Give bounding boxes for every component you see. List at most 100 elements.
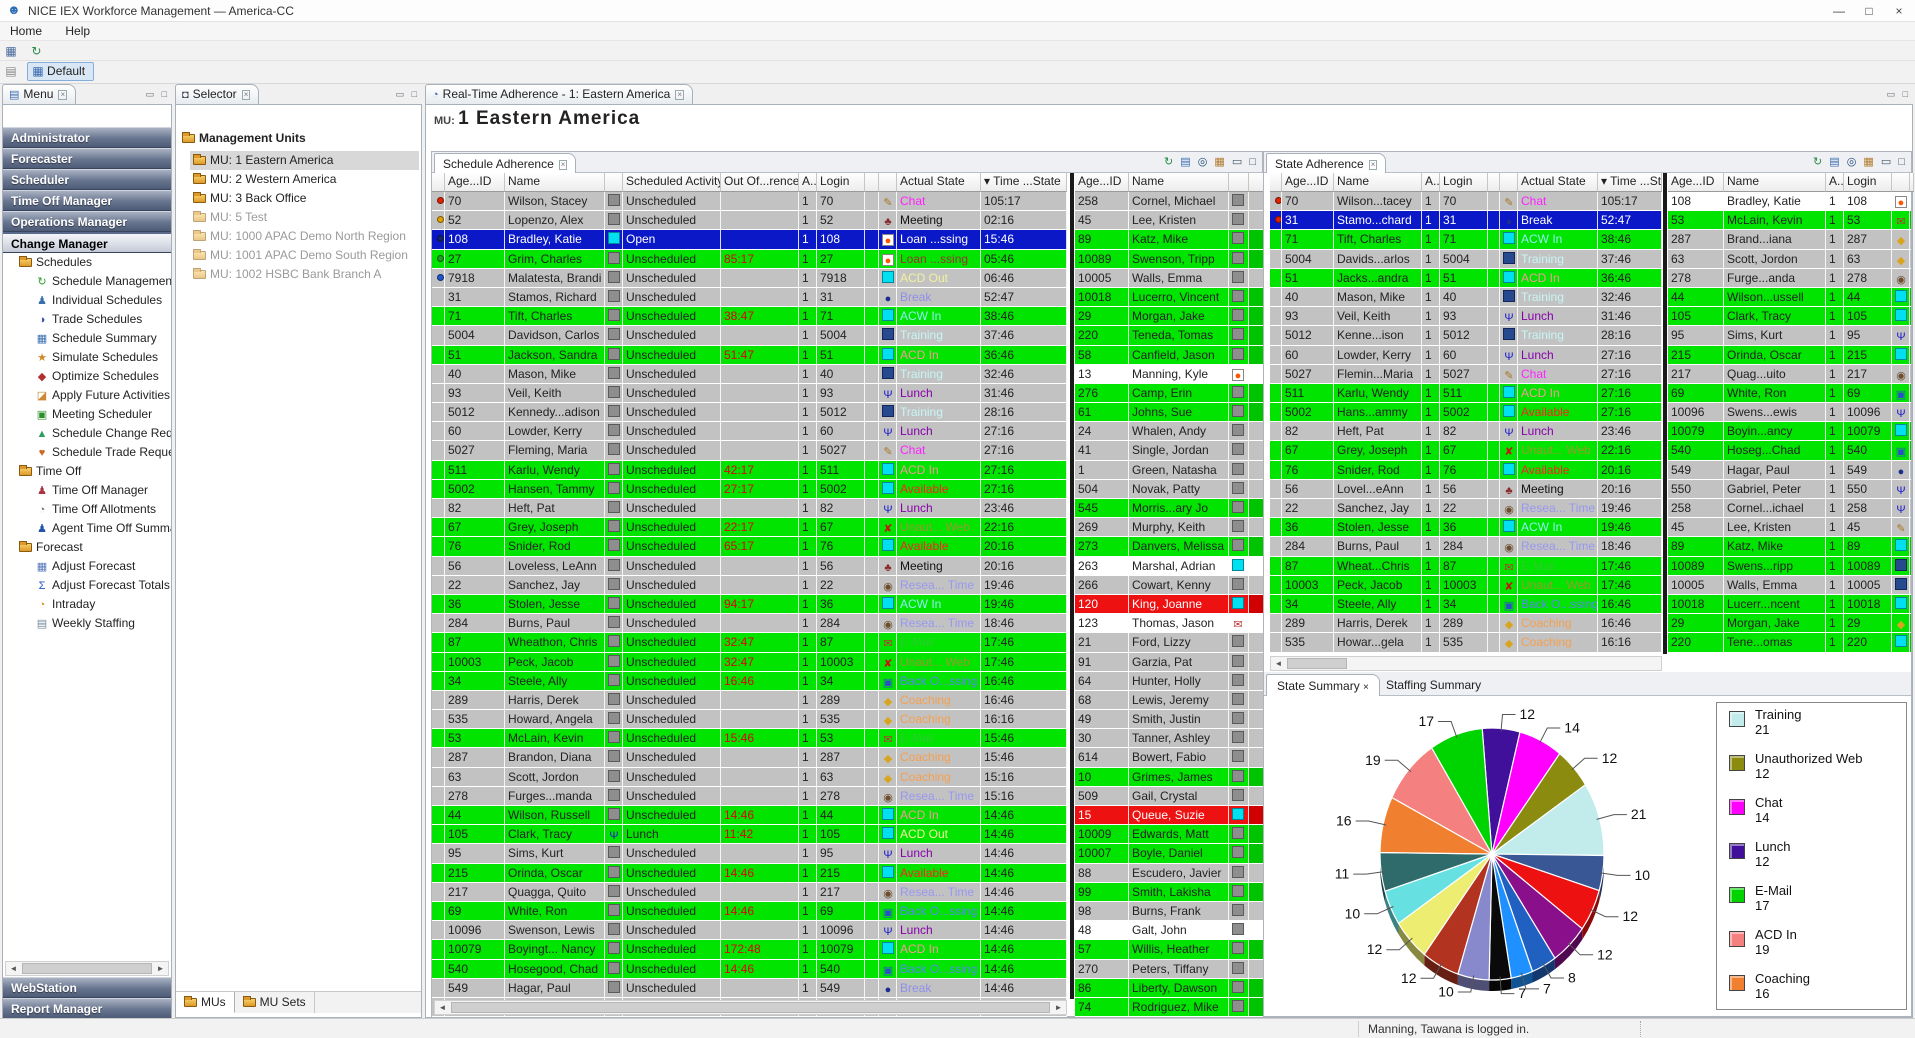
tree-item-intraday[interactable]: ◔ Intraday	[3, 595, 171, 614]
schedule-row[interactable]: 44 Wilson, Russell Unscheduled 14:46 1 44 ACD …	[432, 806, 1067, 826]
schedule-list2-row[interactable]: 61 Johns, Sue	[1075, 403, 1264, 423]
tab-mus[interactable]: MUs	[176, 992, 235, 1013]
scroll-left-icon[interactable]: ◄	[1274, 659, 1283, 668]
tab-state-summary[interactable]: State Summary ×	[1266, 674, 1380, 696]
col-agent-id[interactable]: Age...ID	[1075, 173, 1129, 192]
col-agent-id[interactable]: Age...ID	[1282, 173, 1334, 192]
legend-entry[interactable]: Unauthorized Web 12	[1717, 747, 1906, 791]
col-time-in-state[interactable]: ▾ Time ...State	[981, 173, 1067, 192]
schedule-list2-row[interactable]: 58 Canfield, Jason	[1075, 345, 1264, 365]
state-list2-row[interactable]: 550 Gabriel, Peter 1 550 Ψ	[1668, 479, 1911, 499]
state-row[interactable]: 10003 Peck, Jacob 1 10003 ✘ Unaut... Web 17:46	[1270, 575, 1662, 595]
schedule-adherence-close-icon[interactable]: ×	[558, 160, 568, 170]
tree-item-time-off-allotments[interactable]: ◔ Time Off Allotments	[3, 500, 171, 519]
col-name[interactable]: Name	[1334, 173, 1422, 192]
col-name[interactable]: Name	[1129, 173, 1229, 192]
col-pin[interactable]	[432, 173, 445, 192]
schedule-list2-row[interactable]: 74 Rodriguez, Mike	[1075, 997, 1264, 1018]
tree-item-individual-schedules[interactable]: ♟ Individual Schedules	[3, 291, 171, 310]
schedule-row[interactable]: 87 Wheathon, Chris Unscheduled 32:47 1 87 ✉ E-M…	[432, 633, 1067, 653]
schedule-row[interactable]: 52 Lopenzo, Alex Unscheduled 1 52 ♣ Meeting 02:…	[432, 211, 1067, 231]
state-list2-row[interactable]: 45 Lee, Kristen 1 45 ✎	[1668, 518, 1911, 538]
mu-item[interactable]: MU: 2 Western America	[190, 170, 419, 189]
schedule-list2-row[interactable]: 509 Gail, Crystal	[1075, 786, 1264, 806]
schedule-row[interactable]: 63 Scott, Jordon Unscheduled 1 63 ◆ Coaching 15…	[432, 767, 1067, 787]
schedule-list2-row[interactable]: 120 King, Joanne	[1075, 594, 1264, 615]
mu-item[interactable]: MU: 3 Back Office	[190, 189, 419, 208]
editor-tab-rta[interactable]: ◔ Real-Time Adherence - 1: Eastern Americ…	[425, 84, 693, 104]
state-row[interactable]: 22 Sanchez, Jay 1 22 ◉ Resea... Time 19:46	[1270, 499, 1662, 519]
schedule-list2-row[interactable]: 68 Lewis, Jeremy	[1075, 690, 1264, 711]
state-list2-row[interactable]: 10079 Boyin...ancy 1 10079	[1668, 422, 1911, 442]
mu-item[interactable]: MU: 1001 APAC Demo South Region	[190, 246, 419, 265]
menu-maximize-icon[interactable]: □	[161, 89, 167, 99]
mu-item[interactable]: MU: 1 Eastern America	[190, 151, 419, 170]
tree-item-schedules[interactable]: Schedules	[3, 253, 171, 272]
schedule-horizontal-scrollbar[interactable]: ◄ ►	[434, 1000, 1067, 1015]
state-row[interactable]: 71 Tift, Charles 1 71 ACW In 38:46	[1270, 230, 1662, 250]
editor-maximize-icon[interactable]: □	[1902, 89, 1908, 99]
schedule-row[interactable]: 105 Clark, Tracy Ψ Lunch 11:42 1 105 ACD Out 14:…	[432, 825, 1067, 845]
save-icon[interactable]: ▦	[5, 44, 17, 58]
col-activity-icon[interactable]	[605, 173, 623, 192]
col-name[interactable]: Name	[1724, 173, 1826, 192]
col-login[interactable]: Login	[817, 173, 865, 192]
schedule-list2-row[interactable]: 10007 Boyle, Daniel	[1075, 844, 1264, 864]
schedule-row[interactable]: 51 Jackson, Sandra Unscheduled 51:47 1 51 ACD …	[432, 345, 1067, 365]
scroll-thumb[interactable]	[1287, 658, 1347, 669]
export-icon[interactable]: ▤	[1180, 156, 1191, 168]
legend-entry[interactable]: Lunch 12	[1717, 835, 1906, 879]
state-row[interactable]: 34 Steele, Ally 1 34 ▣ Back O...ssing 16:46	[1270, 594, 1662, 615]
sidebar-section-administrator[interactable]: Administrator	[3, 127, 171, 148]
schedule-list2-row[interactable]: 29 Morgan, Jake	[1075, 307, 1264, 327]
schedule-list2-row[interactable]: 41 Single, Jordan	[1075, 441, 1264, 461]
col-actual-state[interactable]: Actual State	[1518, 173, 1598, 192]
col-login[interactable]: Login	[1440, 173, 1488, 192]
tree-item-time-off-manager[interactable]: ♟ Time Off Manager	[3, 481, 171, 500]
schedule-list2-row[interactable]: 10005 Walls, Emma	[1075, 268, 1264, 288]
schedule-row[interactable]: 108 Bradley, Katie Open 1 108 ● Loan ...ssing 1…	[432, 230, 1067, 250]
scroll-thumb[interactable]	[451, 1002, 1050, 1013]
mu-item[interactable]: MU: 1000 APAC Demo North Region	[190, 227, 419, 246]
tab-mu-sets[interactable]: MU Sets	[235, 992, 315, 1013]
schedule-row[interactable]: 5012 Kennedy...adison Unscheduled 1 5012 Trai…	[432, 403, 1067, 423]
schedule-row[interactable]: 10003 Peck, Jacob Unscheduled 32:47 1 10003 ✘ U…	[432, 652, 1067, 672]
schedule-row[interactable]: 5002 Hansen, Tammy Unscheduled 27:17 1 5002 Av…	[432, 479, 1067, 499]
editor-minimize-icon[interactable]: ▭	[1886, 89, 1895, 99]
menu-home[interactable]: Home	[10, 24, 43, 38]
legend-entry[interactable]: Chat 14	[1717, 791, 1906, 835]
schedule-list2-row[interactable]: 10009 Edwards, Matt	[1075, 825, 1264, 845]
state-adherence-tab[interactable]: State Adherence ×	[1266, 153, 1387, 173]
state-row[interactable]: 511 Karlu, Wendy 1 511 ACD In 27:16	[1270, 383, 1662, 404]
state-list2-row[interactable]: 105 Clark, Tracy 1 105	[1668, 307, 1911, 327]
legend-entry[interactable]: ACD In 19	[1717, 923, 1906, 967]
col-a[interactable]: A...	[1422, 173, 1440, 192]
refresh-icon[interactable]: ↻	[1812, 156, 1823, 168]
panel-maximize-icon[interactable]: □	[1898, 156, 1905, 168]
tree-item-apply-future-activities[interactable]: ◪ Apply Future Activities	[3, 386, 171, 405]
close-window-button[interactable]: ×	[1895, 4, 1903, 18]
schedule-list2-row[interactable]: 24 Whalen, Andy	[1075, 422, 1264, 442]
sidebar-section-webstation[interactable]: WebStation	[3, 977, 171, 998]
state-row[interactable]: 31 Stamo...chard 1 31 ● Break 52:47	[1270, 211, 1662, 231]
schedule-list2-row[interactable]: 270 Peters, Tiffany	[1075, 959, 1264, 979]
tree-item-schedule-trade-request[interactable]: ♥ Schedule Trade Request	[3, 443, 171, 462]
tree-item-simulate-schedules[interactable]: ★ Simulate Schedules	[3, 348, 171, 367]
legend-entry[interactable]: Coaching 16	[1717, 967, 1906, 1011]
state-list2-row[interactable]: 95 Sims, Kurt 1 95 Ψ	[1668, 326, 1911, 346]
state-list2-row[interactable]: 217 Quag...uito 1 217 ◉	[1668, 364, 1911, 384]
schedule-row[interactable]: 289 Harris, Derek Unscheduled 1 289 ◆ Coaching…	[432, 690, 1067, 711]
sidebar-section-change-manager[interactable]: Change Manager	[3, 232, 171, 253]
management-units-root[interactable]: Management Units	[182, 131, 306, 145]
tree-item-trade-schedules[interactable]: ◑ Trade Schedules	[3, 310, 171, 329]
menu-help[interactable]: Help	[65, 24, 91, 38]
state-list2-row[interactable]: 10018 Lucerr...ncent 1 10018	[1668, 594, 1911, 615]
state-list2-row[interactable]: 10096 Swens...ewis 1 10096 Ψ	[1668, 403, 1911, 423]
state-row[interactable]: 40 Mason, Mike 1 40 Training 32:46	[1270, 287, 1662, 308]
schedule-row[interactable]: 540 Hosegood, Chad Unscheduled 14:46 1 540 ▣ Ba…	[432, 959, 1067, 979]
col-agent-id[interactable]: Age...ID	[445, 173, 505, 192]
schedule-row[interactable]: 95 Sims, Kurt Unscheduled 1 95 Ψ Lunch 14:46	[432, 844, 1067, 864]
schedule-row[interactable]: 511 Karlu, Wendy Unscheduled 42:17 1 511 ACD I…	[432, 460, 1067, 480]
tab-staffing-summary[interactable]: Staffing Summary	[1376, 674, 1491, 696]
state-list2-row[interactable]: 258 Cornel...ichael 1 258 Ψ	[1668, 499, 1911, 519]
